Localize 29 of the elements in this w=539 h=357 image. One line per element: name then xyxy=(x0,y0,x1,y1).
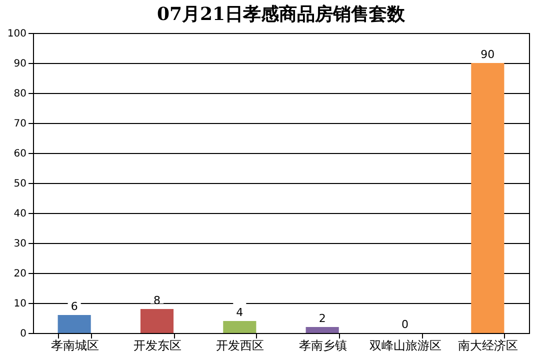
y-tick-label: 100 xyxy=(7,28,26,40)
y-tick-label: 0 xyxy=(20,328,26,340)
y-tick-label: 20 xyxy=(14,268,26,280)
x-tick-label: 开发东区 xyxy=(134,338,182,352)
data-label: 8 xyxy=(154,294,160,307)
bar xyxy=(58,315,91,333)
x-tick-label: 孝南乡镇 xyxy=(298,338,347,352)
x-tick-label: 双峰山旅游区 xyxy=(370,338,442,352)
data-label: 6 xyxy=(70,300,78,313)
x-tick-label: 南大经济区 xyxy=(458,338,518,352)
y-tick-label: 10 xyxy=(14,298,26,310)
bar xyxy=(471,63,504,333)
y-tick-label: 80 xyxy=(14,88,26,100)
y-tick-label: 50 xyxy=(14,178,26,190)
y-tick-label: 60 xyxy=(14,148,26,160)
chart-title: 07月21日孝感商品房销售套数 xyxy=(156,4,406,25)
bar xyxy=(223,321,256,333)
data-label: 0 xyxy=(402,318,408,331)
y-tick-label: 90 xyxy=(14,58,26,70)
y-tick-label: 40 xyxy=(14,208,26,220)
y-tick-label: 30 xyxy=(14,238,26,250)
data-label: 4 xyxy=(236,306,244,319)
x-tick-label: 孝南城区 xyxy=(50,338,99,352)
x-tick-label: 开发西区 xyxy=(216,338,264,352)
y-tick-label: 70 xyxy=(14,118,26,130)
bar xyxy=(306,327,339,333)
data-label: 90 xyxy=(480,48,495,61)
data-label: 2 xyxy=(318,312,326,325)
bar xyxy=(140,309,174,333)
